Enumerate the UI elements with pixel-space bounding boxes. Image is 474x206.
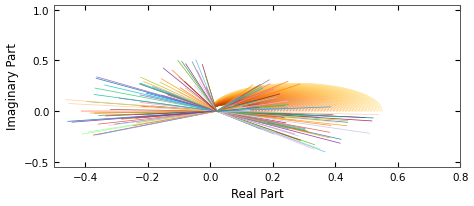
Y-axis label: Imaginary Part: Imaginary Part: [6, 43, 18, 130]
X-axis label: Real Part: Real Part: [231, 187, 283, 200]
